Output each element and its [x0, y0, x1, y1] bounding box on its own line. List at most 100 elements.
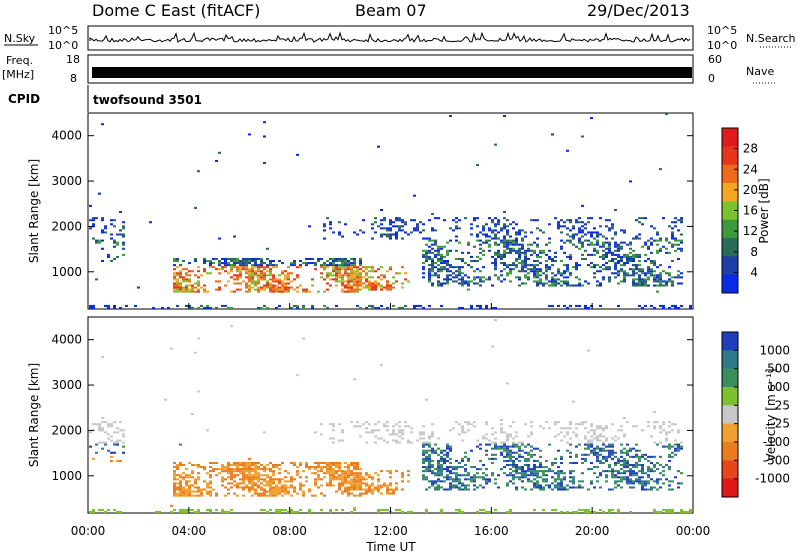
heatmap-cell	[632, 255, 635, 258]
heatmap-cell	[263, 492, 266, 495]
heatmap-cell	[272, 494, 275, 497]
heatmap-cell	[254, 476, 257, 479]
heatmap-cell	[614, 264, 617, 267]
heatmap-cell	[371, 284, 374, 287]
heatmap-cell	[314, 494, 317, 497]
heatmap-cell	[605, 480, 608, 483]
heatmap-cell	[518, 253, 521, 256]
heatmap-cell	[254, 478, 257, 481]
heatmap-cell	[350, 474, 353, 477]
heatmap-cell	[209, 272, 212, 275]
heatmap-cell	[245, 272, 248, 275]
heatmap-cell	[491, 461, 494, 464]
heatmap-cell	[533, 453, 536, 456]
heatmap-cell	[251, 260, 254, 263]
heatmap-cell	[587, 439, 590, 442]
heatmap-cell	[653, 260, 656, 263]
heatmap-cell	[482, 478, 485, 481]
heatmap-cell	[203, 270, 206, 273]
heatmap-cell	[596, 239, 599, 242]
heatmap-cell	[455, 280, 458, 283]
heatmap-cell	[590, 439, 593, 442]
heatmap-cell	[110, 459, 113, 462]
heatmap-cell	[374, 280, 377, 283]
heatmap-cell	[467, 423, 470, 426]
heatmap-cell	[185, 488, 188, 491]
heatmap-cell	[344, 274, 347, 277]
heatmap-cell	[614, 276, 617, 279]
heatmap-cell	[602, 510, 605, 513]
heatmap-cell	[599, 474, 602, 477]
heatmap-cell	[323, 223, 326, 226]
heatmap-cell	[635, 449, 638, 452]
heatmap-cell	[587, 264, 590, 267]
heatmap-cell	[659, 455, 662, 458]
heatmap-cell	[614, 208, 617, 211]
heatmap-cell	[335, 476, 338, 479]
heatmap-cell	[104, 441, 107, 444]
heatmap-cell	[614, 268, 617, 271]
heatmap-cell	[350, 421, 353, 424]
heatmap-cell	[275, 286, 278, 289]
heatmap-cell	[248, 278, 251, 281]
heatmap-cell	[506, 437, 509, 440]
heatmap-cell	[608, 268, 611, 271]
heatmap-cell	[650, 262, 653, 265]
heatmap-cell	[665, 247, 668, 250]
heatmap-cell	[191, 288, 194, 291]
heatmap-cell	[179, 274, 182, 277]
heatmap-cell	[353, 461, 356, 464]
heatmap-cell	[626, 443, 629, 446]
heatmap-cell	[380, 284, 383, 287]
heatmap-cell	[455, 486, 458, 489]
heatmap-cell	[593, 276, 596, 279]
heatmap-cell	[668, 272, 671, 275]
heatmap-cell	[638, 480, 641, 483]
heatmap-cell	[326, 470, 329, 473]
heatmap-cell	[530, 470, 533, 473]
heatmap-cell	[332, 266, 335, 269]
heatmap-cell	[518, 468, 521, 471]
heatmap-cell	[422, 453, 425, 456]
heatmap-cell	[401, 476, 404, 479]
heatmap-cell	[248, 272, 251, 275]
heatmap-cell	[269, 290, 272, 293]
heatmap-cell	[329, 472, 332, 475]
heatmap-cell	[650, 274, 653, 277]
heatmap-cell	[515, 486, 518, 489]
heatmap-cell	[533, 447, 536, 450]
heatmap-cell	[197, 490, 200, 493]
heatmap-cell	[590, 510, 593, 513]
heatmap-cell	[425, 508, 428, 511]
heatmap-cell	[365, 306, 368, 309]
heatmap-cell	[626, 482, 629, 485]
heatmap-cell	[497, 486, 500, 489]
heatmap-cell	[317, 478, 320, 481]
heatmap-cell	[371, 431, 374, 434]
heatmap-cell	[269, 486, 272, 489]
heatmap-cell	[629, 474, 632, 477]
heatmap-cell	[512, 268, 515, 271]
heatmap-cell	[338, 466, 341, 469]
heatmap-cell	[536, 276, 539, 279]
heatmap-cell	[278, 468, 281, 471]
heatmap-cell	[482, 486, 485, 489]
heatmap-cell	[593, 433, 596, 436]
heatmap-cell	[449, 484, 452, 487]
heatmap-cell	[263, 431, 266, 434]
heatmap-cell	[248, 286, 251, 289]
heatmap-cell	[197, 510, 200, 513]
heatmap-cell	[224, 486, 227, 489]
heatmap-cell	[251, 278, 254, 281]
heatmap-cell	[491, 306, 494, 309]
heatmap-cell	[287, 278, 290, 281]
heatmap-cell	[404, 272, 407, 275]
heatmap-cell	[563, 476, 566, 479]
nsky-tick-bottom: 10^0	[48, 39, 78, 52]
heatmap-cell	[371, 306, 374, 309]
heatmap-cell	[524, 472, 527, 475]
heatmap-cell	[497, 278, 500, 281]
heatmap-cell	[572, 237, 575, 240]
heatmap-cell	[257, 476, 260, 479]
heatmap-cell	[509, 223, 512, 226]
